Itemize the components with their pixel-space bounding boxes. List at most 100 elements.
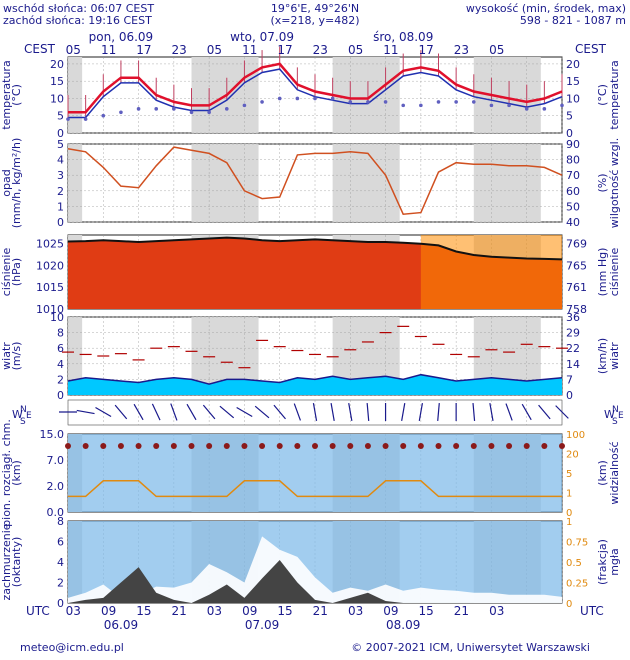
precip-tick: 2 — [57, 185, 64, 198]
cloud-tick: 6 — [57, 536, 64, 549]
dew-point-dot — [489, 103, 494, 108]
left-axis-title: pion. rozciągł. chm. — [0, 419, 13, 527]
cloud-top-dot — [364, 443, 371, 449]
humidity-tick: 80 — [566, 154, 580, 167]
fog-tick: 0.75 — [566, 538, 588, 549]
fog-tick: 0.25 — [566, 579, 588, 590]
bottom-hour-label: 21 — [172, 604, 187, 618]
wind-tick-kmh: 0 — [566, 389, 573, 402]
right-axis-unit: (mm Hg) — [596, 248, 609, 297]
wind-tick-kmh: 14 — [566, 358, 580, 371]
wind-direction-arrow — [219, 405, 235, 419]
bottom-hour-label: 03 — [66, 604, 81, 618]
dew-point-dot — [154, 107, 159, 111]
compass-e: E — [26, 411, 32, 421]
cloud-top-dot — [259, 443, 266, 449]
dew-point-dot — [101, 113, 106, 118]
dew-point-dot — [419, 103, 423, 108]
pressure-line — [67, 236, 563, 261]
cloud-top-dot — [312, 443, 318, 449]
visibility-line — [68, 480, 562, 498]
wind-direction-arrow — [555, 405, 569, 419]
dew-point-dot — [242, 103, 247, 108]
footer-email[interactable]: meteo@icm.edu.pl — [20, 641, 124, 654]
left-axis-unit: (oktanty) — [10, 537, 23, 588]
wind-direction-arrow — [472, 402, 476, 422]
cloud-top-dot — [188, 443, 195, 449]
left-axis-unit: (mm/h, kg/m²/h) — [10, 138, 23, 229]
cloud-top-dot — [400, 443, 407, 449]
temp-tick-right: 0 — [566, 127, 573, 140]
top-hour-label: 11 — [101, 43, 116, 57]
compass-s: S — [20, 417, 26, 427]
bottom-hour-label: 21 — [313, 604, 328, 618]
top-hour-label: 05 — [207, 43, 222, 57]
tz-top-right: CEST — [575, 42, 606, 56]
pressure-tick-hpa: 1025 — [36, 238, 64, 251]
wind-direction-arrow — [489, 403, 494, 421]
cloudbase-tick: 7.0 — [47, 454, 65, 467]
humidity-tick: 70 — [566, 169, 580, 182]
sunset-text: zachód słońca: 19:16 CEST — [3, 14, 152, 27]
compass-w-right: W — [604, 408, 615, 421]
visibility-tick: 5 — [566, 469, 572, 480]
top-day-label: śro, 08.09 — [373, 30, 433, 44]
wind-direction-arrow — [505, 403, 513, 421]
wind-tick-kmh: 22 — [566, 342, 580, 355]
compass-w: W — [12, 408, 23, 421]
dew-point-dot — [454, 100, 458, 104]
precip-tick: 1 — [57, 200, 64, 213]
temp-tick-left: 20 — [50, 58, 64, 71]
cloud-tick: 8 — [57, 515, 64, 528]
wind-tick-kmh: 29 — [566, 327, 580, 340]
compass-n: N — [20, 405, 27, 415]
wind-direction-arrow — [151, 403, 161, 421]
left-axis-title: ciśnienie — [0, 248, 13, 297]
dew-point-dot — [436, 100, 441, 104]
wind-tick-kmh: 36 — [566, 311, 580, 324]
cloud-top-dot — [417, 443, 424, 449]
wind-direction-arrow — [348, 403, 353, 421]
elevation-values: 598 - 821 - 1087 m — [519, 14, 626, 27]
compass-e-right: E — [618, 411, 624, 421]
temp-tick-right: 15 — [566, 75, 580, 88]
dew-point-dot — [207, 110, 211, 115]
wind-tick-kmh: 7 — [566, 373, 573, 386]
fog-tick: 0 — [566, 599, 572, 610]
left-axis-unit: (°C) — [10, 84, 23, 106]
cloud-top-dot — [100, 443, 107, 449]
cloud-top-dot — [453, 443, 460, 449]
dew-point-dot — [136, 107, 141, 111]
wind-direction-arrow — [133, 403, 144, 421]
pressure-tick-mmhg: 765 — [566, 259, 587, 272]
cloud-top-dot — [135, 443, 142, 449]
cloud-top-dot — [153, 443, 160, 449]
wind-tick-ms: 6 — [57, 342, 64, 355]
wind-direction-arrow — [437, 402, 440, 422]
temp-tick-left: 10 — [50, 92, 64, 105]
wind-direction-arrow — [76, 409, 95, 415]
right-axis-title: mgła — [608, 548, 621, 576]
bottom-hour-label: 15 — [136, 604, 151, 618]
dew-point-dot — [348, 100, 353, 104]
grid-text: (x=218, y=482) — [270, 14, 360, 27]
bottom-day-label: 06.09 — [104, 618, 138, 632]
dew-point-dot — [295, 96, 300, 101]
wind-direction-arrow — [312, 403, 318, 421]
elevation-label: wysokość (min, środek, max) — [465, 2, 626, 15]
humidity-tick: 50 — [566, 200, 580, 213]
night-band — [191, 144, 259, 222]
dew-point-dot — [401, 103, 406, 108]
cloud-total-area — [68, 536, 562, 603]
dew-point-dot — [313, 96, 317, 101]
night-band — [473, 57, 541, 133]
right-axis-unit: (%) — [596, 173, 609, 192]
left-axis-title: opad — [0, 169, 13, 196]
night-band — [473, 144, 541, 222]
temp-tick-right: 5 — [566, 110, 573, 123]
visibility-tick: 20 — [566, 450, 579, 461]
wind-direction-arrow — [186, 403, 197, 421]
temp-tick-right: 20 — [566, 58, 580, 71]
fog-tick: 1 — [566, 517, 572, 528]
dew-point-dot — [172, 107, 176, 111]
